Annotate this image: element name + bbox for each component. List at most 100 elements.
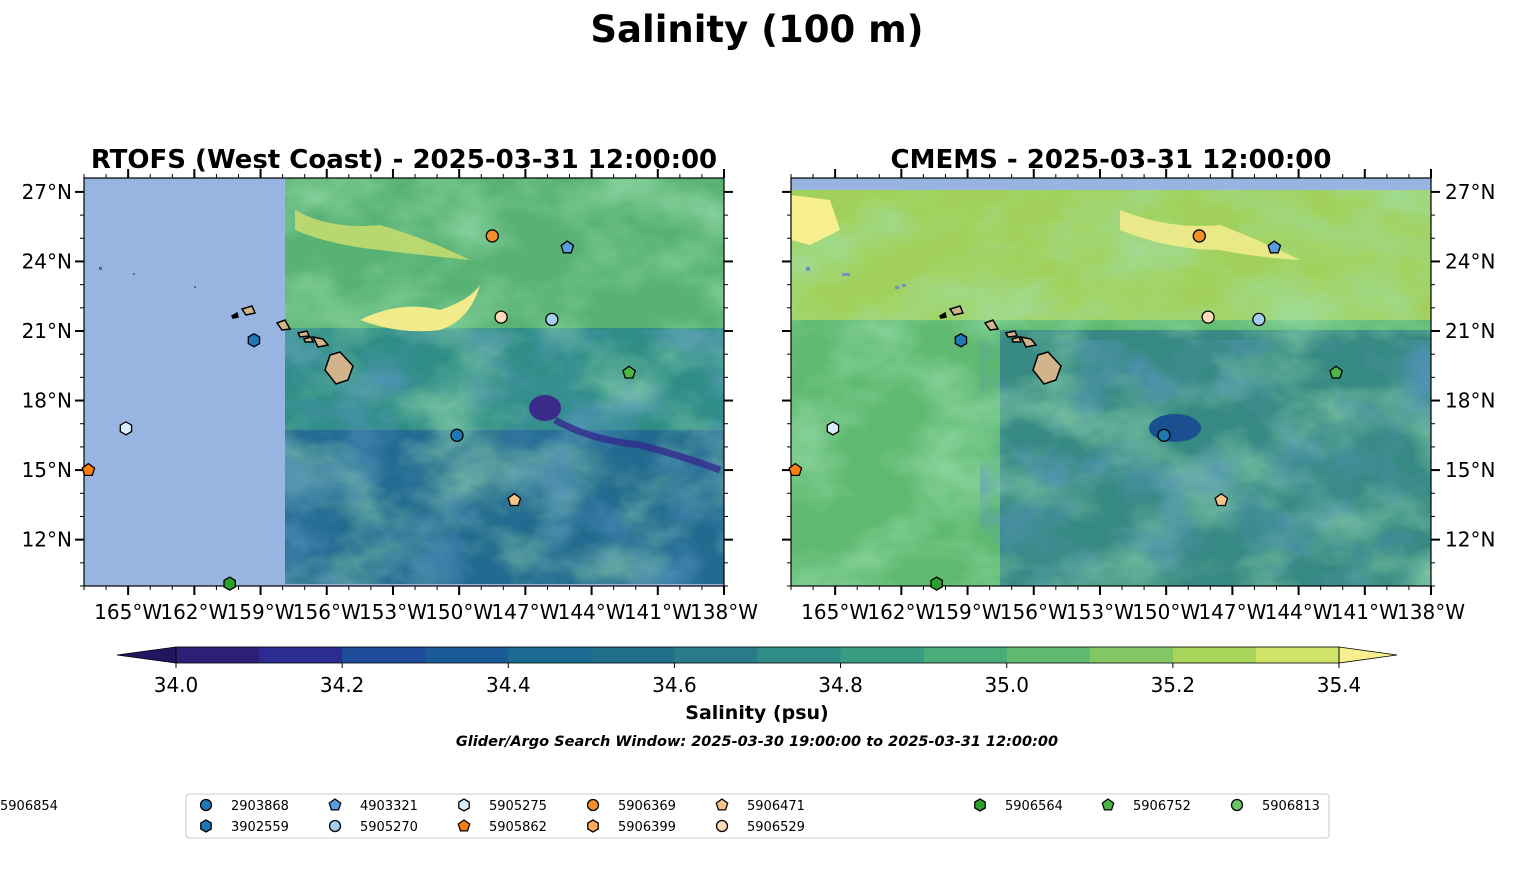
x-tick-label: 150°W <box>425 600 493 624</box>
y-tick-label: 15°N <box>1445 458 1495 482</box>
float-2903868-marker <box>1157 428 1171 442</box>
colorbar-segment <box>923 647 1008 663</box>
panel-1-axes: 165°W162°W159°W156°W153°W150°W147°W144°W… <box>782 169 1495 624</box>
colorbar-tick-label: 34.0 <box>154 673 199 697</box>
legend-marker-5906369 <box>586 798 600 812</box>
float-markers <box>81 229 1344 591</box>
x-tick-label: 156°W <box>1000 600 1068 624</box>
colorbar-segment <box>425 647 509 663</box>
x-tick-label: 159°W <box>934 600 1002 624</box>
legend-label: 4903321 <box>360 799 418 814</box>
legend-marker-5906399 <box>587 819 599 833</box>
legend-item-5906813: 5906813 <box>1230 798 1320 814</box>
y-tick-label: 21°N <box>22 319 72 343</box>
left-saline-patch-2 <box>295 210 470 260</box>
float-5906471-marker <box>1214 492 1229 507</box>
legend-item-5906369: 5906369 <box>586 798 676 814</box>
colorbar-segment <box>1089 647 1174 663</box>
left-islands <box>231 305 354 385</box>
x-tick-label: 150°W <box>1132 600 1200 624</box>
legend-box <box>185 793 1330 839</box>
colorbar-segment <box>840 647 925 663</box>
right-map-frame <box>790 177 1432 587</box>
colorbar-tick-label: 34.8 <box>818 673 863 697</box>
legend-item-5906752: 5906752 <box>1101 798 1191 814</box>
float-5905275-marker <box>826 421 840 436</box>
colorbar-label: Salinity (psu) <box>685 702 828 724</box>
x-tick-label: 138°W <box>690 600 758 624</box>
legend-marker-5905270 <box>328 819 342 833</box>
x-tick-label: 153°W <box>1066 600 1134 624</box>
figure-title: Salinity (100 m) <box>590 8 923 51</box>
y-tick-label: 18°N <box>1445 389 1495 413</box>
right-saline-patch-2 <box>1120 210 1300 260</box>
float-5906564-marker <box>930 576 943 591</box>
float-3902559-marker <box>954 333 968 348</box>
x-tick-label: 165°W <box>801 600 869 624</box>
x-tick-label: 141°W <box>1331 600 1399 624</box>
legend-item-4903321: 4903321 <box>328 798 418 814</box>
colorbar-tick-label: 35.0 <box>984 673 1029 697</box>
colorbar-segment <box>591 647 675 663</box>
colorbar-segment <box>674 647 758 663</box>
colorbar-extend-low <box>116 646 177 664</box>
y-tick-label: 27°N <box>22 180 72 204</box>
left-eddy-texture-dark <box>285 330 724 584</box>
x-tick-label: 147°W <box>1198 600 1266 624</box>
colorbar-tick-label: 34.2 <box>320 673 365 697</box>
legend-marker-5905862 <box>457 819 471 832</box>
float-5906529-marker <box>494 310 508 324</box>
colorbar-segment <box>1006 647 1091 663</box>
left-tiny-islets <box>99 267 196 288</box>
colorbar-segment <box>1255 647 1340 663</box>
left-saline-patch <box>360 285 480 332</box>
legend-marker-5906529 <box>715 819 729 833</box>
colorbar-segment <box>259 647 343 663</box>
y-tick-label: 24°N <box>22 249 72 273</box>
x-tick-label: 147°W <box>491 600 559 624</box>
x-tick-label: 153°W <box>359 600 427 624</box>
legend-marker-5906471 <box>715 798 729 811</box>
right-top-mask-strip <box>791 178 1431 190</box>
colorbar-segment <box>1172 647 1257 663</box>
legend-item-5906564: 5906564 <box>974 798 1063 814</box>
legend-label: 5906752 <box>1133 799 1191 814</box>
right-panel-title: CMEMS - 2025-03-31 12:00:00 <box>891 145 1332 175</box>
legend-label: 5906854 <box>0 799 58 814</box>
legend: 2903868 3902559 4903321 5905270 5905275 59058… <box>0 799 1320 835</box>
legend-item-5906529: 5906529 <box>715 819 805 835</box>
float-5906564-marker <box>223 576 236 591</box>
left-map-frame <box>83 177 725 587</box>
legend-marker-4903321 <box>328 798 342 811</box>
y-tick-label: 12°N <box>22 528 72 552</box>
y-tick-label: 24°N <box>1445 249 1495 273</box>
legend-item-5906471: 5906471 <box>715 798 805 814</box>
float-5906369-marker <box>485 229 499 243</box>
left-fresh-eddy <box>529 395 561 421</box>
left-fresh-filament <box>553 416 722 474</box>
colorbar-segment <box>757 647 842 663</box>
right-fresh-eddy <box>1149 414 1201 442</box>
legend-label: 5906471 <box>747 799 805 814</box>
legend-label: 5905270 <box>360 820 418 835</box>
legend-label: 5906564 <box>1005 799 1063 814</box>
float-4903321-marker <box>560 240 575 254</box>
x-tick-label: 156°W <box>293 600 361 624</box>
colorbar-tick-label: 35.4 <box>1317 673 1362 697</box>
x-tick-label: 141°W <box>624 600 692 624</box>
legend-label: 2903868 <box>231 799 289 814</box>
y-tick-label: 18°N <box>22 389 72 413</box>
float-5906369-marker <box>1192 229 1206 243</box>
legend-item-5905270: 5905270 <box>328 819 418 835</box>
float-2903868-marker <box>450 428 464 442</box>
colorbar-tick-label: 35.2 <box>1151 673 1196 697</box>
legend-marker-5906752 <box>1101 798 1115 811</box>
x-tick-label: 138°W <box>1397 600 1465 624</box>
float-5905862-marker <box>788 462 803 476</box>
y-tick-label: 21°N <box>1445 319 1495 343</box>
colorbar-segment <box>176 647 260 663</box>
y-tick-label: 27°N <box>1445 180 1495 204</box>
legend-item-5906399: 5906399 <box>587 819 676 835</box>
legend-marker-5906564 <box>974 798 986 812</box>
legend-marker-2903868 <box>199 798 213 812</box>
